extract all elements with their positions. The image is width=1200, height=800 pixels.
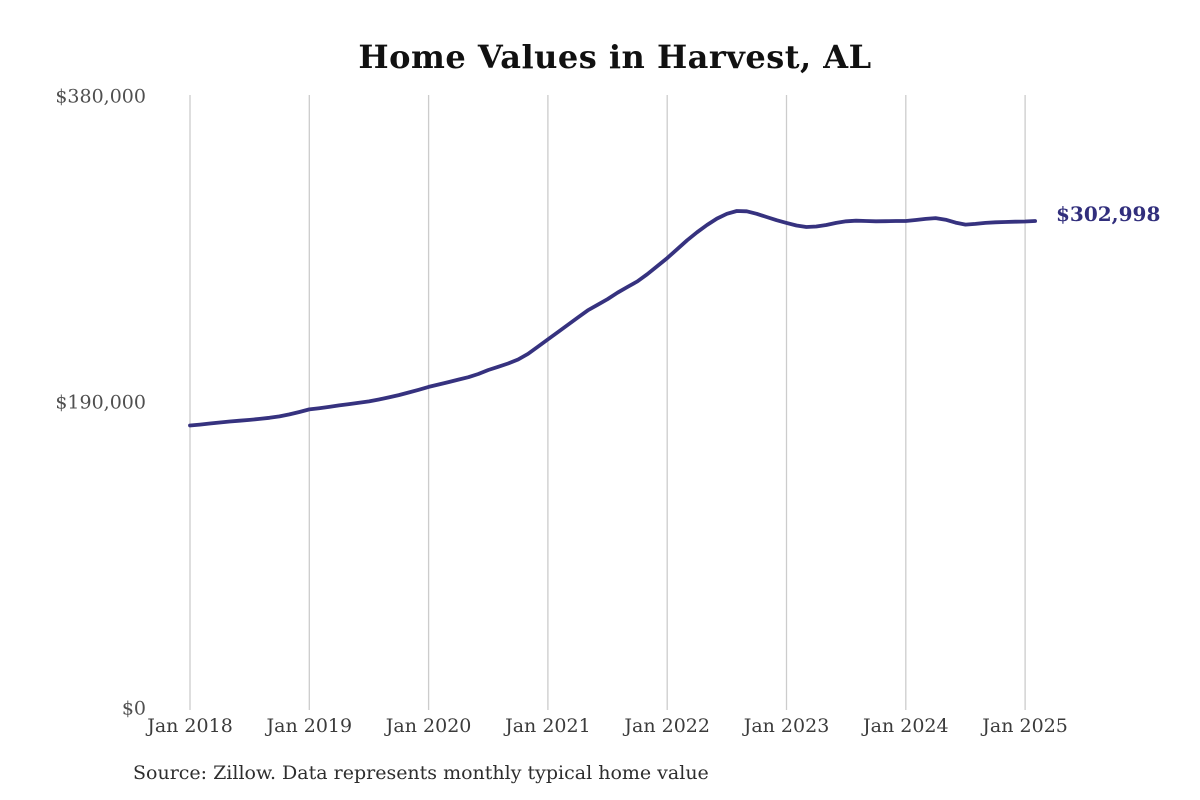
y-axis-tick-label: $380,000 [55, 85, 146, 108]
x-axis-tick-label: Jan 2023 [743, 715, 830, 737]
x-axis-tick-label: Jan 2025 [982, 715, 1068, 737]
x-axis-tick-label: Jan 2020 [385, 715, 472, 737]
x-axis-tick-label: Jan 2024 [863, 715, 949, 737]
x-axis-tick-label: Jan 2018 [147, 715, 233, 737]
vertical-gridlines [189, 95, 1026, 710]
home-value-line [188, 209, 1037, 428]
x-axis-tick-label: Jan 2022 [624, 715, 710, 737]
source-note: Source: Zillow. Data represents monthly … [133, 762, 709, 784]
y-axis-tick-label: $190,000 [55, 391, 146, 414]
x-axis-tick-label: Jan 2019 [266, 715, 353, 737]
current-value-label: $302,998 [1056, 202, 1161, 226]
x-axis-tick-label: Jan 2021 [505, 715, 591, 737]
y-axis-tick-label: $0 [121, 697, 146, 720]
chart-title: Home Values in Harvest, AL [358, 38, 872, 76]
